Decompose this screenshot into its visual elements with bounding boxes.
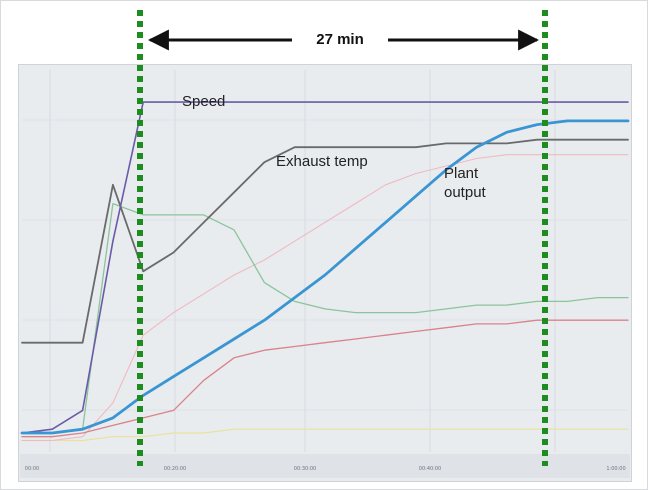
series-layer	[20, 101, 630, 442]
grid-layer	[22, 70, 628, 452]
span-duration-label: 27 min	[316, 31, 364, 48]
x-tick-label: 00:30:00	[294, 466, 316, 472]
plant-output-label-line2: output	[444, 184, 487, 201]
series-line-green	[21, 202, 629, 434]
series-line-exhaust-temp	[21, 138, 629, 344]
series-line-speed	[21, 101, 629, 434]
exhaust-temp-label: Exhaust temp	[276, 153, 368, 170]
x-tick-label: 00:40:00	[419, 466, 441, 472]
series-line-red	[21, 319, 629, 438]
series-line-plant-output	[20, 119, 630, 435]
x-tick-label: 1:00:00	[606, 466, 625, 472]
marker-layer	[137, 10, 548, 466]
x-tick-label: 00:00	[25, 466, 39, 472]
x-axis: 00:00 00:20:00 00:30:00 00:40:00 1:00:00	[20, 454, 630, 478]
speed-label: Speed	[182, 93, 225, 110]
x-tick-label: 00:20:00	[164, 466, 186, 472]
plant-output-label-line1: Plant	[444, 165, 479, 182]
series-line-yellow	[21, 428, 629, 442]
x-axis-band	[20, 454, 630, 478]
series-line-pink	[21, 154, 629, 442]
